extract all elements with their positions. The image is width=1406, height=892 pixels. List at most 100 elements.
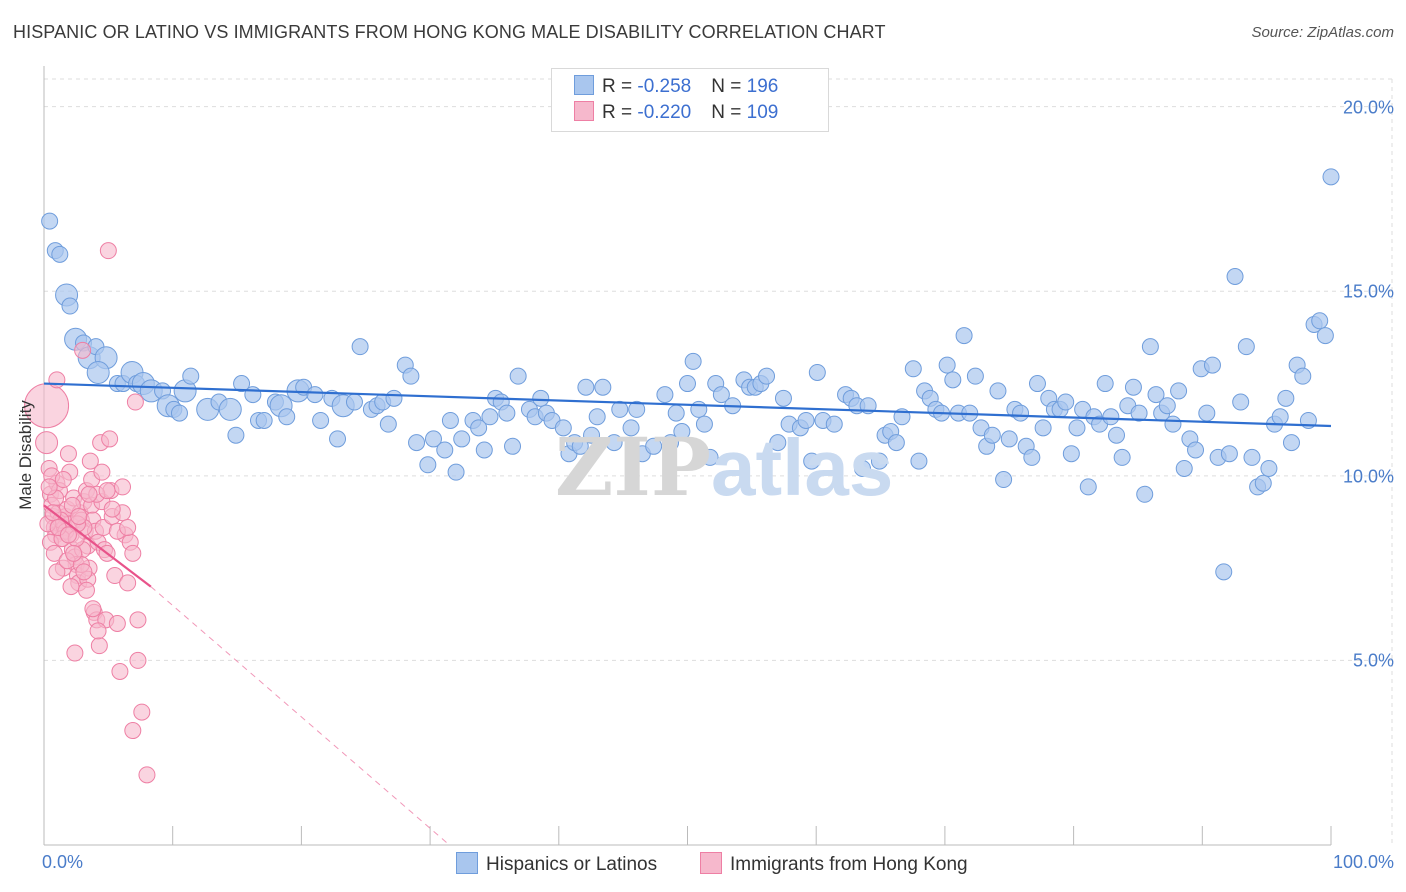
hong-kong-point bbox=[59, 526, 77, 544]
hispanic-point bbox=[583, 426, 601, 444]
hispanic-point bbox=[628, 400, 646, 418]
hispanic-point bbox=[769, 434, 787, 452]
hispanic-point bbox=[966, 367, 984, 385]
hispanic-point bbox=[679, 375, 696, 393]
hispanic-point bbox=[475, 441, 493, 459]
hispanic-point bbox=[453, 430, 471, 448]
hispanic-point bbox=[447, 463, 465, 481]
hong-kong-point bbox=[124, 544, 142, 562]
hispanic-point bbox=[645, 437, 663, 455]
hispanic-point bbox=[774, 389, 792, 407]
hispanic-point bbox=[1102, 408, 1120, 426]
hispanic-point bbox=[656, 386, 674, 404]
hong-kong-point bbox=[70, 507, 88, 525]
hispanic-point bbox=[345, 393, 363, 411]
hispanic-point bbox=[481, 408, 499, 426]
hispanic-point bbox=[1164, 415, 1182, 433]
hispanic-point bbox=[1113, 448, 1131, 466]
hong-kong-point bbox=[45, 544, 63, 562]
x-tick-min: 0.0% bbox=[42, 852, 84, 872]
hispanic-point bbox=[989, 382, 1007, 400]
correlation-legend: R = -0.258 N = 196 R = -0.220 N = 109 bbox=[551, 68, 829, 132]
y-tick-label: 15.0% bbox=[1342, 281, 1394, 302]
legend-r-value: -0.258 bbox=[637, 76, 692, 97]
hispanic-point bbox=[1215, 563, 1233, 581]
hong-kong-point bbox=[119, 519, 137, 537]
hispanic-point bbox=[887, 434, 905, 452]
hispanic-point bbox=[870, 452, 888, 470]
hong-kong-point bbox=[129, 611, 147, 629]
legend-swatch-pink bbox=[574, 101, 594, 121]
hong-kong-point bbox=[119, 574, 137, 592]
hispanic-point bbox=[41, 212, 59, 230]
legend-r-value: -0.220 bbox=[637, 102, 692, 123]
hispanic-point bbox=[1322, 168, 1340, 186]
hispanic-point bbox=[1271, 408, 1289, 426]
hong-kong-points bbox=[24, 242, 156, 784]
hong-kong-trend-extension bbox=[150, 586, 450, 846]
hispanic-point bbox=[1203, 356, 1221, 374]
hong-kong-trend-line bbox=[43, 504, 152, 588]
hispanic-point bbox=[470, 419, 488, 437]
hispanic-point bbox=[588, 408, 606, 426]
hispanic-point bbox=[1023, 448, 1041, 466]
hong-kong-point bbox=[62, 578, 80, 596]
hong-kong-point bbox=[103, 500, 121, 518]
hispanic-point bbox=[312, 411, 330, 429]
hispanic-point bbox=[532, 389, 550, 407]
hispanic-point bbox=[690, 400, 708, 418]
hispanic-point bbox=[1136, 485, 1154, 503]
hispanic-trend-line bbox=[43, 382, 1332, 428]
hispanic-point bbox=[554, 419, 572, 437]
hong-kong-point bbox=[81, 452, 99, 470]
hispanic-point bbox=[329, 430, 347, 448]
hispanic-point bbox=[803, 452, 821, 470]
hispanic-point bbox=[1141, 338, 1159, 356]
legend-swatch-pink bbox=[700, 852, 722, 874]
hispanic-point bbox=[758, 367, 776, 385]
hong-kong-point bbox=[108, 615, 126, 633]
hispanic-point bbox=[1028, 375, 1046, 393]
hispanic-point bbox=[1034, 419, 1052, 437]
hispanic-point bbox=[1108, 426, 1125, 444]
hispanic-point bbox=[662, 434, 680, 452]
watermark-atlas: atlas bbox=[710, 423, 894, 512]
hong-kong-point bbox=[48, 371, 66, 389]
legend-n-value: 196 bbox=[746, 76, 779, 97]
hispanic-point bbox=[1282, 434, 1300, 452]
hispanic-point bbox=[1277, 389, 1295, 407]
hispanic-point bbox=[379, 415, 397, 433]
legend-n-value: 109 bbox=[746, 102, 779, 123]
hong-kong-point bbox=[93, 463, 111, 481]
hispanic-point bbox=[622, 419, 640, 437]
hispanic-point bbox=[424, 430, 442, 448]
hong-kong-point bbox=[59, 445, 77, 463]
legend-item-hongkong[interactable]: Immigrants from Hong Kong bbox=[700, 852, 968, 876]
hong-kong-point bbox=[101, 430, 119, 448]
y-tick-label: 5.0% bbox=[1352, 650, 1394, 671]
chart-source: Source: ZipAtlas.com bbox=[1251, 24, 1394, 41]
x-tick-max: 100.0% bbox=[1332, 852, 1394, 872]
hispanic-point bbox=[944, 371, 962, 389]
hispanic-point bbox=[605, 434, 623, 452]
hispanic-point bbox=[1012, 404, 1030, 422]
hispanic-point bbox=[51, 245, 69, 263]
hispanic-point bbox=[402, 367, 420, 385]
hispanic-point bbox=[1187, 441, 1205, 459]
hong-kong-point bbox=[84, 600, 102, 618]
hong-kong-point bbox=[48, 563, 66, 581]
hong-kong-point bbox=[65, 544, 83, 562]
hong-kong-point bbox=[75, 563, 93, 581]
legend-swatch-blue bbox=[574, 75, 594, 95]
hong-kong-point bbox=[126, 393, 144, 411]
hong-kong-point bbox=[80, 485, 98, 503]
hispanic-point bbox=[1158, 397, 1176, 415]
hispanic-point bbox=[1198, 404, 1216, 422]
hong-kong-point bbox=[111, 662, 129, 680]
hispanic-point bbox=[1124, 378, 1142, 396]
hispanic-point bbox=[1062, 445, 1080, 463]
hispanic-point bbox=[218, 397, 242, 421]
legend-item-hispanic[interactable]: Hispanics or Latinos bbox=[456, 852, 657, 876]
hispanic-point bbox=[509, 367, 527, 385]
